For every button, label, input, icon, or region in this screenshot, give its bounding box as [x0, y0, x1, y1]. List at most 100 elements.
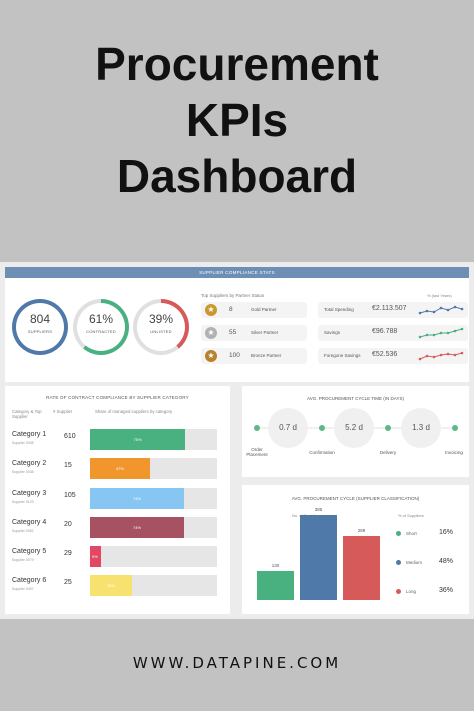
- share-bar-fill: [90, 488, 184, 509]
- supplier-count: 29: [64, 550, 72, 557]
- category-name: Category 5: [12, 548, 47, 555]
- ring-value: 61%: [88, 312, 114, 326]
- footer-url[interactable]: WWW.DATAPINE.COM: [132, 654, 342, 672]
- legend-dot: [396, 531, 401, 536]
- stage-dot: [254, 425, 260, 431]
- stage-label: Order Placement: [246, 447, 268, 457]
- category-name: Category 2: [12, 460, 47, 467]
- top-supplier: Supplier 0407: [12, 587, 34, 591]
- stage-dot: [319, 425, 325, 431]
- partner-row-bronze: ★ 100 Bronze Partner: [201, 348, 307, 364]
- bar-long: [343, 536, 380, 600]
- column-header-category: Category & Top Supplier: [12, 409, 42, 419]
- share-bar-label: 9%: [92, 554, 98, 559]
- contracted-ring: 61% CONTRACTED: [73, 299, 129, 355]
- share-bar-label: 74%: [132, 496, 141, 501]
- spending-row-savings: Savings €96.788: [318, 325, 468, 341]
- partner-label: Gold Partner: [251, 307, 277, 312]
- category-row: Category 5 Supplier 0079 29 9%: [12, 546, 224, 570]
- category-name: Category 6: [12, 577, 47, 584]
- right-axis-label: % of Suppliers: [398, 513, 424, 518]
- category-row: Category 2 Supplier 0038 15 47%: [12, 458, 224, 482]
- spending-row-total: Total Spending €2.113.507: [318, 302, 468, 318]
- supplier-count: 25: [64, 579, 72, 586]
- category-name: Category 3: [12, 490, 47, 497]
- ring-inner: [77, 303, 125, 351]
- ring-label: UNLISTED: [150, 329, 172, 334]
- share-bar-track: 74%: [90, 488, 217, 509]
- bronze-medal-icon: ★: [205, 350, 217, 362]
- gold-medal-icon: ★: [205, 304, 217, 316]
- share-bar-track: 75%: [90, 429, 217, 450]
- stage-label: Confirmation: [309, 450, 335, 455]
- hero-title-line2: KPIs: [185, 94, 289, 146]
- spending-value: €96.788: [372, 328, 398, 335]
- ring-label: CONTRACTED: [86, 329, 116, 334]
- stage-dot: [452, 425, 458, 431]
- spending-label: Savings: [324, 330, 341, 335]
- supplier-count: 610: [64, 433, 76, 440]
- dashboard: SUPPLIER COMPLIANCE STATS 804 SUPPLIERS …: [0, 262, 474, 619]
- legend-dot: [396, 589, 401, 594]
- share-bar-fill: [90, 546, 102, 567]
- ring-inner: [16, 303, 64, 351]
- column-header-share: Share of managed suppliers by category: [95, 409, 173, 414]
- legend-item-long: Long 36%: [396, 587, 462, 597]
- column-header-supplier-count: # Supplier: [53, 409, 73, 414]
- share-bar-fill: [90, 429, 186, 450]
- category-row: Category 6 Supplier 0407 25 33%: [12, 575, 224, 599]
- legend-label: Short: [406, 531, 417, 536]
- contract-compliance-panel: RATE OF CONTRACT COMPLIANCE BY SUPPLIER …: [5, 386, 230, 614]
- supplier-count: 105: [64, 492, 76, 499]
- partner-label: Silver Partner: [251, 330, 279, 335]
- ring-inner: [137, 303, 185, 351]
- legend-dot: [396, 560, 401, 565]
- sparkline-chart: [418, 305, 464, 315]
- share-bar-fill: [90, 458, 150, 479]
- category-name: Category 1: [12, 431, 47, 438]
- panel-title: AVG. PROCUREMENT CYCLE (SUPPLIER CLASSIF…: [291, 496, 420, 501]
- share-bar-label: 74%: [132, 525, 141, 530]
- legend-label: Medium: [406, 560, 423, 565]
- cycle-time-panel: AVG. PROCUREMENT CYCLE TIME (IN DAYS) 0.…: [242, 386, 469, 477]
- category-name: Category 4: [12, 519, 47, 526]
- share-bar-track: 47%: [90, 458, 217, 479]
- unlisted-ring: 39% UNLISTED: [133, 299, 189, 355]
- stage-dot: [385, 425, 391, 431]
- bar-value-label: 289: [357, 528, 366, 534]
- legend-percent: 16%: [439, 529, 454, 536]
- top-supplier: Supplier 0008: [12, 441, 34, 445]
- share-bar-label: 47%: [115, 466, 124, 471]
- hero-title-line3: Dashboard: [116, 150, 358, 202]
- share-bar-label: 33%: [106, 583, 115, 588]
- legend-item-short: Short 16%: [396, 529, 462, 539]
- bar-short: [257, 571, 294, 600]
- legend-percent: 36%: [439, 587, 454, 594]
- suppliers-ring: 804 SUPPLIERS: [12, 299, 68, 355]
- trend-header: % (last Years): [427, 293, 452, 298]
- partner-label: Bronze Partner: [251, 353, 282, 358]
- bar-medium: [300, 515, 337, 600]
- category-row: Category 1 Supplier 0008 610 75%: [12, 429, 224, 453]
- spending-value: €52.536: [372, 351, 398, 358]
- share-bar-track: 74%: [90, 517, 217, 538]
- ring-value: 39%: [148, 312, 174, 326]
- category-row: Category 4 Supplier 0062 20 74%: [12, 517, 224, 541]
- panel-header: SUPPLIER COMPLIANCE STATS: [5, 267, 469, 278]
- stage-label: Invoicing: [445, 450, 463, 455]
- hero-banner: Procurement KPIs Dashboard: [0, 0, 474, 262]
- cycle-classification-panel: AVG. PROCUREMENT CYCLE (SUPPLIER CLASSIF…: [242, 485, 469, 614]
- legend-item-medium: Medium 48%: [396, 558, 462, 568]
- cycle-value-circle: 5.2 d: [334, 408, 374, 448]
- category-row: Category 3 Supplier 0123 105 74%: [12, 488, 224, 512]
- partner-count: 8: [229, 306, 233, 313]
- share-bar-track: 9%: [90, 546, 217, 567]
- ring-label: SUPPLIERS: [27, 329, 53, 334]
- cycle-value-circle: 1.3 d: [401, 408, 441, 448]
- partner-count: 55: [229, 329, 237, 336]
- top-supplier: Supplier 0038: [12, 470, 34, 474]
- partner-row-gold: ★ 8 Gold Partner: [201, 302, 307, 318]
- bar-value-label: 385: [314, 507, 323, 513]
- share-bar-fill: [90, 517, 184, 538]
- spending-label: Foregone Savings: [324, 353, 361, 358]
